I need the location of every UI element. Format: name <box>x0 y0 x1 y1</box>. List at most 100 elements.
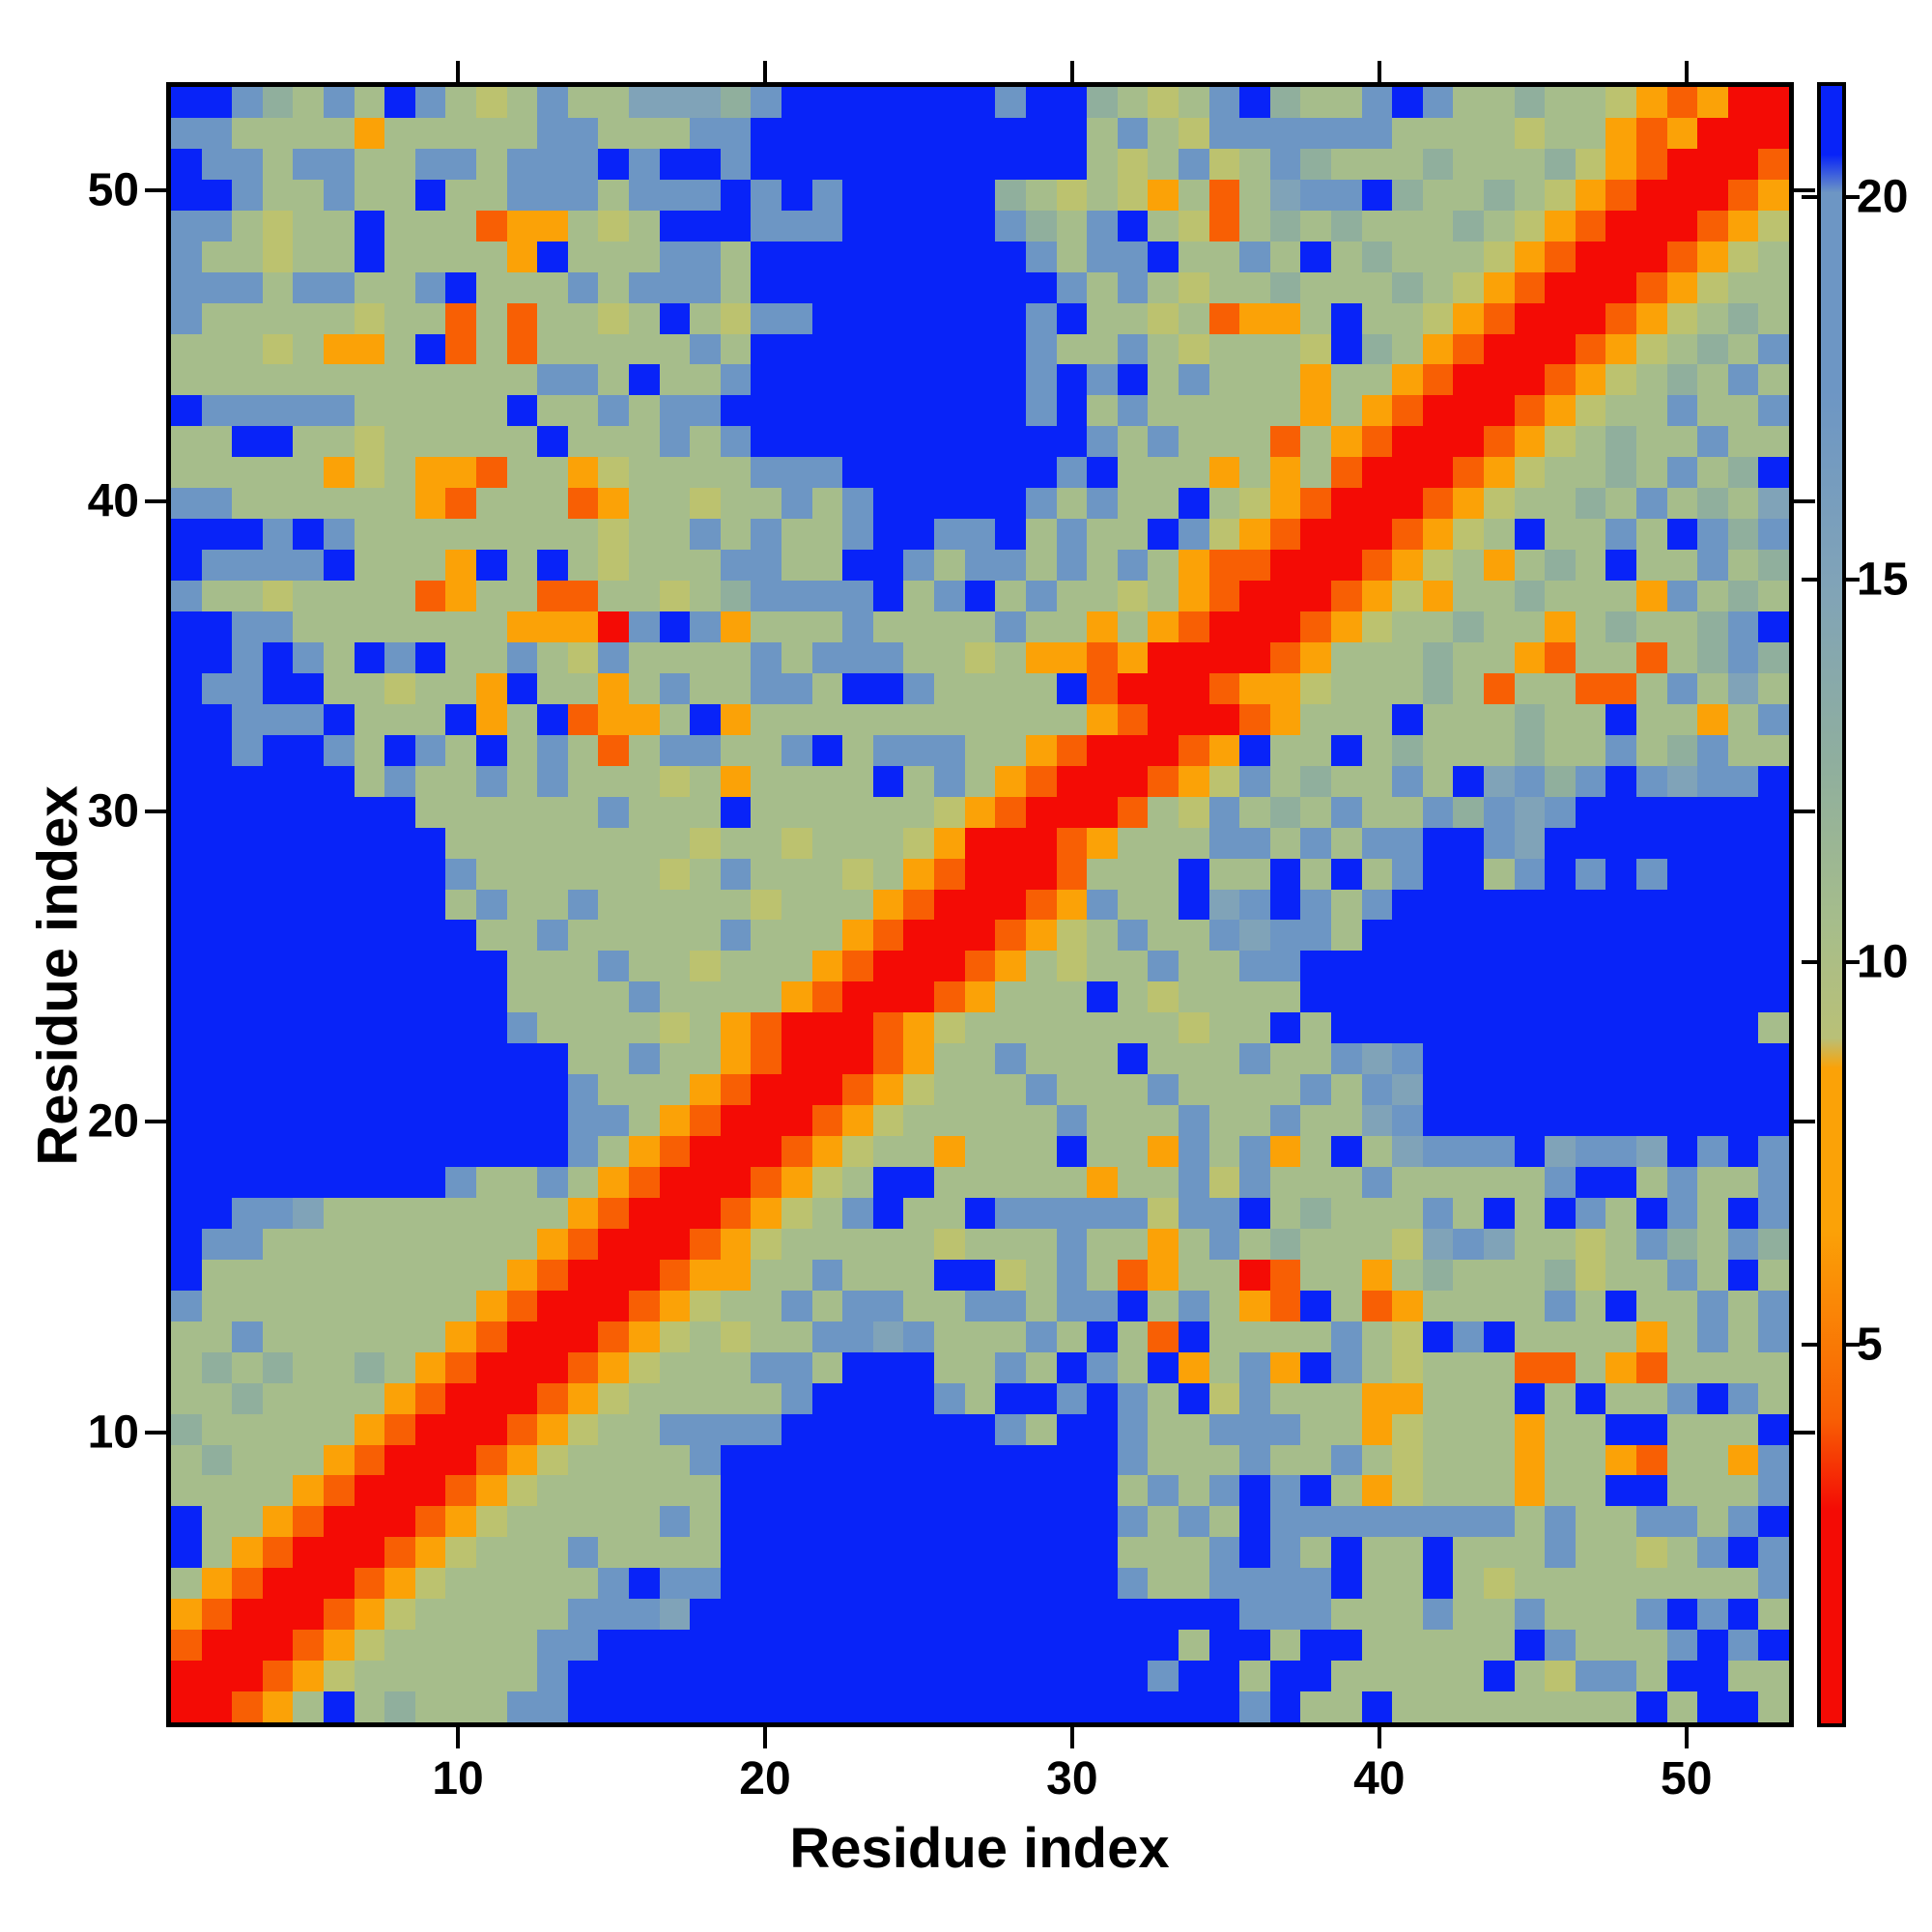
heatmap-cell <box>934 1691 965 1722</box>
heatmap-cell <box>414 1506 446 1538</box>
heatmap-cell <box>445 889 477 921</box>
heatmap-cell <box>293 796 325 828</box>
heatmap-cell <box>567 981 599 1013</box>
heatmap-cell <box>537 703 568 735</box>
heatmap-cell <box>1727 581 1759 612</box>
heatmap-cell <box>629 1537 660 1569</box>
heatmap-cell <box>537 87 568 118</box>
heatmap-cell <box>537 611 568 642</box>
heatmap-cell <box>1178 1136 1209 1168</box>
heatmap-cell <box>751 858 782 890</box>
heatmap-cell <box>934 1074 965 1106</box>
heatmap-cell <box>262 1691 294 1722</box>
heatmap-cell <box>872 1105 904 1137</box>
heatmap-cell <box>506 1537 538 1569</box>
heatmap-cell <box>934 951 965 982</box>
heatmap-cell <box>1697 765 1728 797</box>
heatmap-cell <box>1025 858 1057 890</box>
heatmap-cell <box>659 889 691 921</box>
y-tick <box>145 188 166 193</box>
heatmap-cell <box>324 920 355 952</box>
heatmap-cell <box>1239 148 1270 180</box>
heatmap-cell <box>811 1259 843 1291</box>
heatmap-cell <box>445 1599 477 1631</box>
heatmap-cell <box>1514 1259 1546 1291</box>
heatmap-cell <box>629 1413 660 1445</box>
heatmap-cell <box>1025 1351 1057 1383</box>
heatmap-cell <box>872 87 904 118</box>
heatmap-cell <box>1605 920 1636 952</box>
heatmap-cell <box>1697 1105 1728 1137</box>
heatmap-cell <box>1087 210 1118 242</box>
heatmap-cell <box>1392 364 1423 396</box>
heatmap-cell <box>384 1444 415 1476</box>
heatmap-cell <box>1727 1351 1759 1383</box>
heatmap-cell <box>1545 734 1576 766</box>
heatmap-cell <box>384 210 415 242</box>
heatmap-cell <box>629 117 660 149</box>
heatmap-cell <box>1056 611 1088 642</box>
heatmap-cell <box>1087 827 1118 859</box>
heatmap-cell <box>598 858 630 890</box>
heatmap-cell <box>1422 302 1454 334</box>
heatmap-cell <box>690 611 721 642</box>
heatmap-cell <box>1300 333 1331 365</box>
heatmap-cell <box>1575 271 1606 303</box>
heatmap-cell <box>1239 1382 1270 1414</box>
heatmap-cell <box>201 920 233 952</box>
heatmap-cell <box>567 1259 599 1291</box>
heatmap-cell <box>720 734 752 766</box>
heatmap-cell <box>262 87 294 118</box>
heatmap-cell <box>262 333 294 365</box>
heatmap-cell <box>781 1475 812 1507</box>
heatmap-cell <box>1575 1413 1606 1445</box>
heatmap-cell <box>201 858 233 890</box>
heatmap-cell <box>1178 981 1209 1013</box>
heatmap-cell <box>1178 1228 1209 1260</box>
heatmap-cell <box>1758 703 1789 735</box>
heatmap-cell <box>690 519 721 551</box>
heatmap-cell <box>1300 1444 1331 1476</box>
heatmap-cell <box>1148 581 1179 612</box>
heatmap-cell <box>384 271 415 303</box>
heatmap-cell <box>1666 550 1698 582</box>
heatmap-cell <box>1239 889 1270 921</box>
heatmap-cell <box>384 1321 415 1352</box>
heatmap-cell <box>445 179 477 211</box>
heatmap-cell <box>476 827 507 859</box>
heatmap-cell <box>567 1599 599 1631</box>
heatmap-cell <box>445 364 477 396</box>
heatmap-cell <box>1758 672 1789 704</box>
heatmap-cell <box>1330 981 1362 1013</box>
heatmap-cell <box>414 148 446 180</box>
heatmap-cell <box>1025 550 1057 582</box>
heatmap-cell <box>324 827 355 859</box>
heatmap-cell <box>1727 920 1759 952</box>
heatmap-cell <box>1575 1630 1606 1662</box>
heatmap-cell <box>1514 1537 1546 1569</box>
heatmap-cell <box>1453 1259 1484 1291</box>
heatmap-cell <box>1087 1506 1118 1538</box>
heatmap-cell <box>1545 858 1576 890</box>
x-tick <box>1684 1727 1689 1748</box>
heatmap-cell <box>1758 1228 1789 1260</box>
heatmap-cell <box>1514 981 1546 1013</box>
heatmap-cell <box>1575 1351 1606 1383</box>
heatmap-cell <box>567 1475 599 1507</box>
heatmap-cell <box>171 302 202 334</box>
heatmap-cell <box>1666 734 1698 766</box>
heatmap-cell <box>1666 426 1698 458</box>
heatmap-cell <box>1483 1012 1515 1044</box>
heatmap-cell <box>720 1197 752 1229</box>
heatmap-cell <box>629 920 660 952</box>
heatmap-cell <box>964 426 996 458</box>
heatmap-cell <box>506 796 538 828</box>
heatmap-cell <box>506 1691 538 1722</box>
heatmap-cell <box>262 426 294 458</box>
heatmap-cell <box>1514 951 1546 982</box>
heatmap-cell <box>1666 148 1698 180</box>
heatmap-cell <box>1330 1167 1362 1198</box>
heatmap-cell <box>293 457 325 489</box>
heatmap-cell <box>1269 364 1301 396</box>
heatmap-cell <box>1269 1537 1301 1569</box>
